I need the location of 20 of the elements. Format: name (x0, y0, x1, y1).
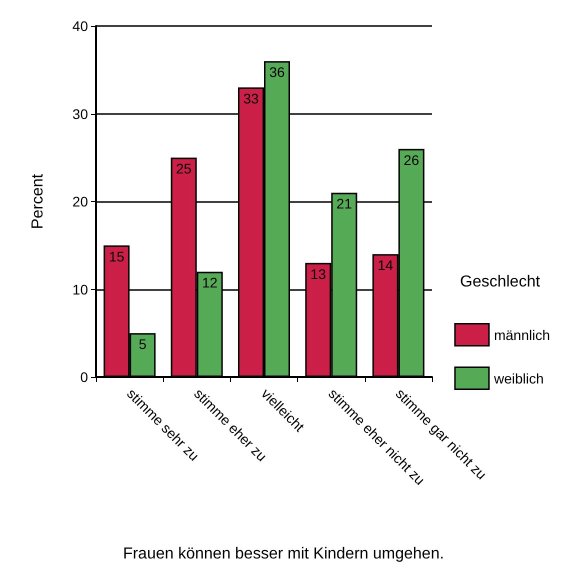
data-label: 36 (269, 64, 285, 80)
data-label: 25 (176, 160, 192, 177)
y-axis-title: Percent (30, 173, 46, 230)
data-label: 12 (202, 274, 218, 291)
y-tick-label: 10 (72, 281, 88, 298)
data-label: 26 (404, 152, 420, 168)
x-axis-title: Frauen können besser mit Kindern umgehen. (122, 546, 444, 562)
data-label: 21 (336, 196, 352, 212)
y-tick-label: 40 (72, 18, 88, 34)
data-label: 14 (378, 257, 394, 274)
data-label: 5 (138, 336, 147, 352)
legend-title: Geschlecht (460, 274, 541, 290)
data-label: 13 (310, 266, 326, 282)
data-label: 15 (108, 248, 125, 264)
y-tick-label: 20 (72, 194, 88, 210)
legend-label: männlich (494, 326, 550, 343)
y-tick-label: 0 (80, 369, 88, 385)
legend-label: weiblich (492, 370, 544, 386)
data-label: 33 (243, 90, 259, 106)
y-tick-label: 30 (72, 106, 88, 122)
